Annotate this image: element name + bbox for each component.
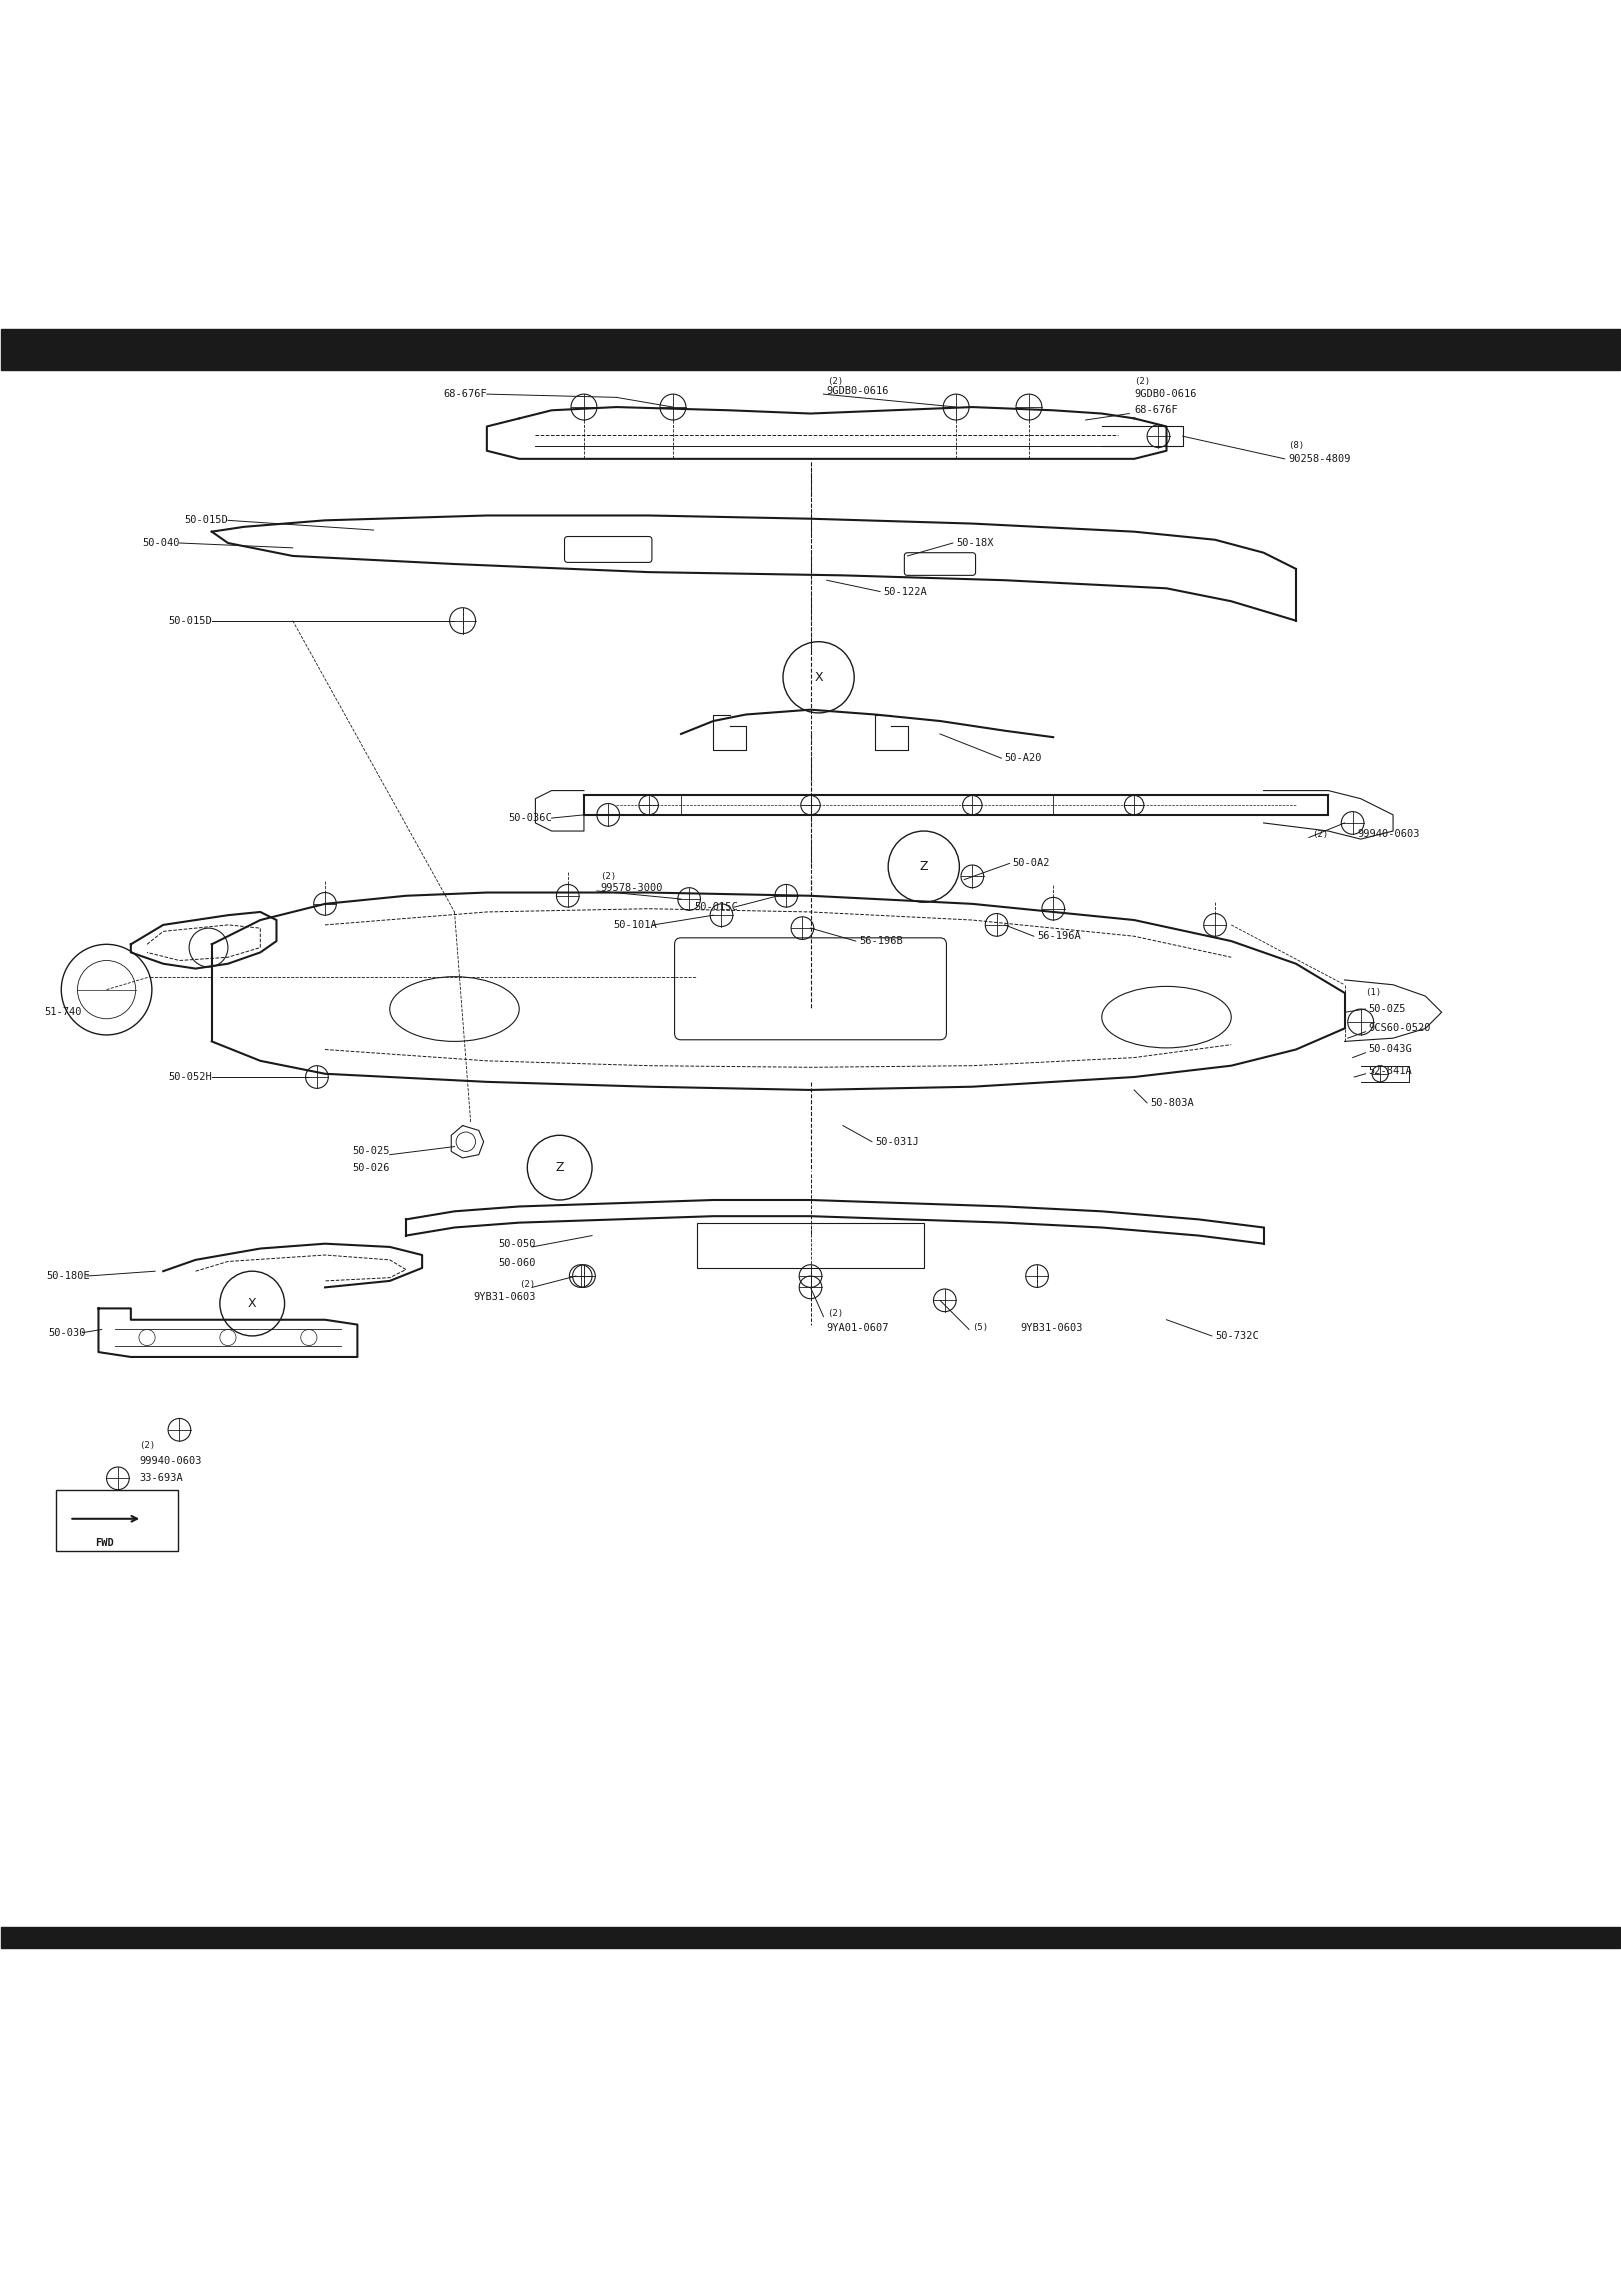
Text: 50-052H: 50-052H <box>169 1072 212 1082</box>
Text: 50-18X: 50-18X <box>956 537 994 549</box>
Text: 9CS60-0520: 9CS60-0520 <box>1368 1022 1431 1034</box>
Text: 50-040: 50-040 <box>143 537 180 549</box>
Text: 50-036C: 50-036C <box>507 813 551 822</box>
Text: X: X <box>814 672 823 683</box>
Text: 56-196B: 56-196B <box>859 936 903 945</box>
Text: (2): (2) <box>139 1441 156 1450</box>
Text: 50-030: 50-030 <box>49 1327 86 1337</box>
Text: 50-026: 50-026 <box>352 1164 389 1173</box>
Text: 50-015D: 50-015D <box>169 615 212 626</box>
Text: 33-693A: 33-693A <box>139 1473 183 1482</box>
Text: 50-031J: 50-031J <box>875 1136 919 1148</box>
Text: 50-732C: 50-732C <box>1216 1332 1260 1341</box>
Text: 50-A20: 50-A20 <box>1005 754 1042 763</box>
Text: Z: Z <box>556 1161 564 1175</box>
Text: FWD: FWD <box>96 1539 115 1548</box>
Text: (2): (2) <box>600 872 616 881</box>
Text: 50-015D: 50-015D <box>185 515 229 526</box>
Text: (2): (2) <box>827 1309 843 1318</box>
Text: (5): (5) <box>973 1323 989 1332</box>
Text: 50-803A: 50-803A <box>1151 1098 1195 1109</box>
Text: (2): (2) <box>1311 829 1328 838</box>
Text: 50-060: 50-060 <box>498 1259 535 1268</box>
Text: (2): (2) <box>827 376 843 385</box>
Text: 50-122A: 50-122A <box>883 587 927 597</box>
Text: 68-676F: 68-676F <box>443 389 486 398</box>
Text: 50-0A2: 50-0A2 <box>1013 858 1050 868</box>
Text: 52-841A: 52-841A <box>1368 1066 1412 1075</box>
Text: 50-015C: 50-015C <box>694 902 738 913</box>
Text: 99578-3000: 99578-3000 <box>600 883 663 893</box>
Text: 51-740: 51-740 <box>44 1006 81 1018</box>
Text: 9YB31-0603: 9YB31-0603 <box>1021 1323 1083 1332</box>
Text: 50-043G: 50-043G <box>1368 1045 1412 1054</box>
Text: 68-676F: 68-676F <box>1135 405 1178 414</box>
Text: X: X <box>248 1298 256 1309</box>
Text: 50-025: 50-025 <box>352 1145 389 1157</box>
Text: (1): (1) <box>1365 988 1381 997</box>
Text: (2): (2) <box>1135 376 1151 385</box>
Bar <box>2 330 1619 369</box>
Text: 50-050: 50-050 <box>498 1239 535 1248</box>
Text: 50-0Z5: 50-0Z5 <box>1368 1004 1407 1013</box>
Text: Z: Z <box>919 861 929 872</box>
Text: (8): (8) <box>1287 442 1303 451</box>
Bar <box>2 1926 1619 1947</box>
Text: 9GDB0-0616: 9GDB0-0616 <box>827 385 890 396</box>
Text: 99940-0603: 99940-0603 <box>1357 829 1420 840</box>
Text: 9GDB0-0616: 9GDB0-0616 <box>1135 389 1196 398</box>
Text: (2): (2) <box>519 1280 535 1289</box>
Text: 9YA01-0607: 9YA01-0607 <box>827 1323 890 1332</box>
Text: 9YB31-0603: 9YB31-0603 <box>473 1291 535 1302</box>
Text: 50-180E: 50-180E <box>47 1271 91 1282</box>
Text: 50-101A: 50-101A <box>613 920 657 929</box>
Text: 56-196A: 56-196A <box>1037 931 1081 940</box>
Text: 99940-0603: 99940-0603 <box>139 1455 201 1466</box>
Text: 90258-4809: 90258-4809 <box>1287 453 1350 465</box>
